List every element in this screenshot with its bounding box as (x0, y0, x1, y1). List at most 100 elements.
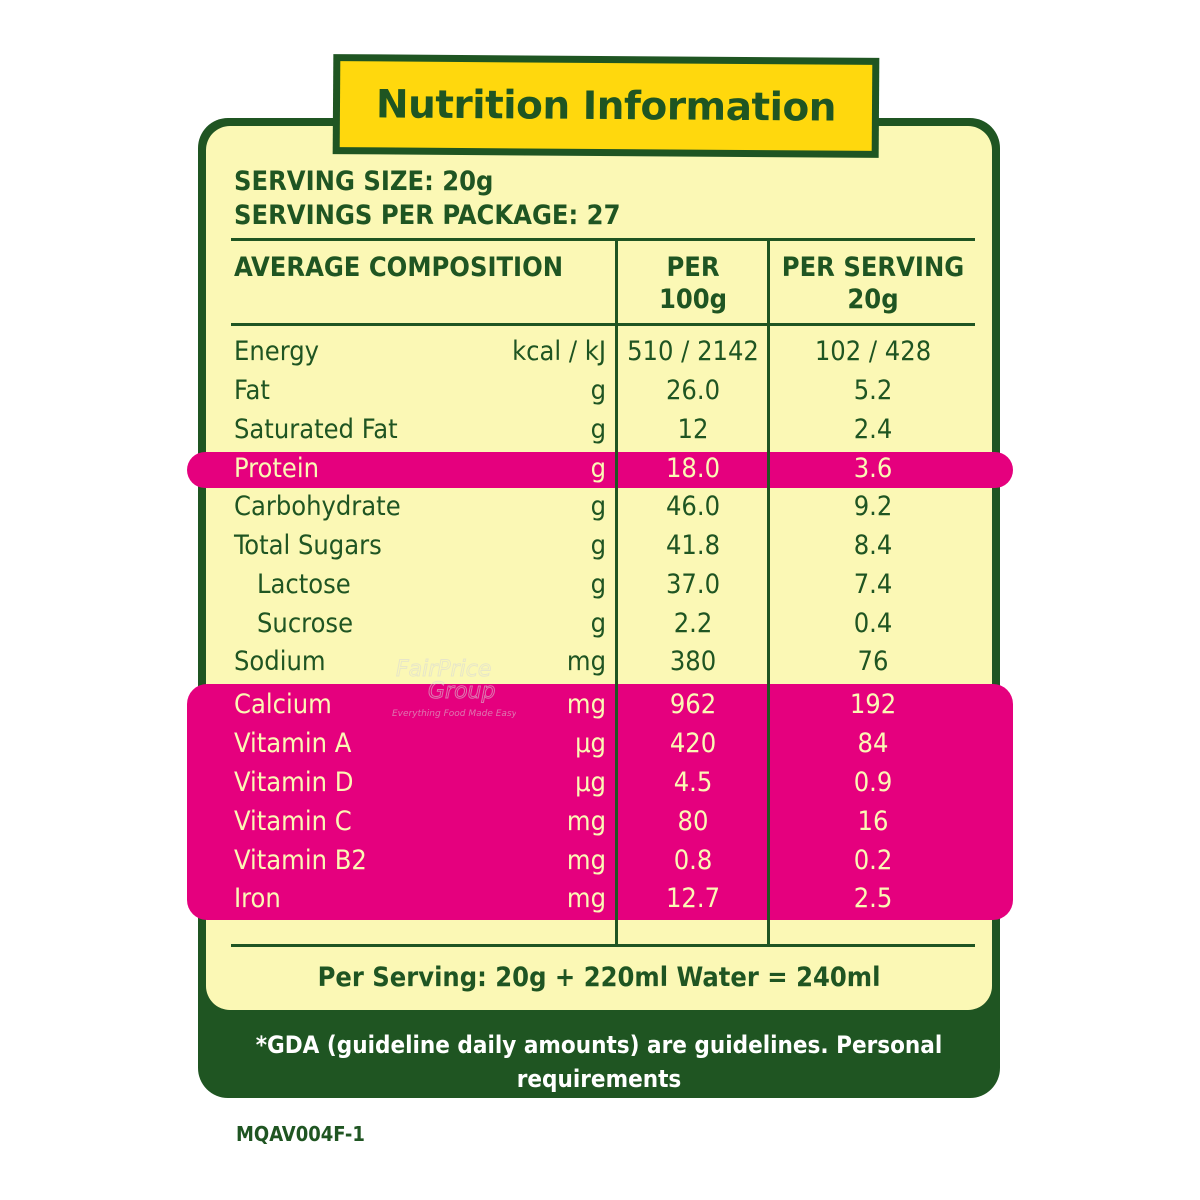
value-per-100g: 26.0 (665, 375, 721, 406)
row-vitamin-a: Vitamin A µg 420 84 (0, 728, 1200, 767)
value-per-100g: 37.0 (665, 569, 721, 600)
nutrient-name: Vitamin C (234, 806, 352, 837)
nutrient-unit: mg (566, 806, 606, 837)
row-carbohydrate: Carbohydrate g 46.0 9.2 (0, 491, 1200, 530)
value-per-serving: 76 (857, 646, 889, 677)
header-per-serving-line1: PER SERVING (781, 252, 965, 283)
nutrient-name: Saturated Fat (234, 414, 398, 445)
value-per-100g: 962 (669, 689, 717, 720)
nutrient-unit: g (590, 569, 606, 600)
nutrient-name: Sucrose (257, 608, 354, 639)
nutrient-unit: µg (575, 767, 606, 798)
value-per-100g: 80 (677, 806, 709, 837)
header-per-serving-line2: 20g (847, 284, 899, 315)
row-calcium: Calcium mg 962 192 (0, 689, 1200, 728)
row-total-sugars: Total Sugars g 41.8 8.4 (0, 530, 1200, 569)
watermark-line1: FairPrice (396, 657, 491, 682)
row-vitamin-c: Vitamin C mg 80 16 (0, 806, 1200, 845)
header-per-100g-line2: 100g (658, 284, 728, 315)
nutrient-name: Calcium (234, 689, 332, 720)
row-sodium: Sodium mg 380 76 (0, 646, 1200, 685)
table-bottom-rule (231, 944, 975, 947)
nutrient-name: Energy (234, 336, 319, 367)
value-per-100g: 12.7 (665, 883, 721, 914)
nutrient-name: Protein (234, 453, 320, 484)
page-title: Nutrition Information (375, 81, 837, 131)
value-per-serving: 84 (857, 728, 889, 759)
header-average-composition: AVERAGE COMPOSITION (234, 252, 564, 283)
nutrient-name: Carbohydrate (234, 491, 401, 522)
fairprice-watermark-logo: FairPrice Group Everything Food Made Eas… (392, 657, 516, 720)
value-per-100g: 41.8 (665, 530, 721, 561)
value-per-serving: 2.5 (853, 883, 893, 914)
nutrient-unit: mg (566, 646, 606, 677)
value-per-serving: 7.4 (853, 569, 893, 600)
value-per-100g: 510 / 2142 (627, 336, 759, 367)
gda-line-2: vary depending on age, gender, weight an… (245, 1099, 953, 1127)
row-protein: Protein g 18.0 3.6 (0, 453, 1200, 492)
title-banner: Nutrition Information (339, 61, 873, 151)
nutrient-unit: g (590, 414, 606, 445)
micronutrient-highlight (187, 684, 1013, 920)
product-code: MQAV004F-1 (236, 1122, 365, 1146)
value-per-100g: 12 (677, 414, 709, 445)
value-per-serving: 192 (849, 689, 897, 720)
nutrient-name: Sodium (234, 646, 326, 677)
column-divider-1 (615, 238, 618, 946)
table-top-rule (231, 238, 975, 241)
row-vitamin-b2: Vitamin B2 mg 0.8 0.2 (0, 845, 1200, 884)
value-per-100g: 380 (669, 646, 717, 677)
value-per-serving: 2.4 (853, 414, 893, 445)
value-per-serving: 102 / 428 (814, 336, 932, 367)
header-bottom-rule (231, 323, 975, 326)
protein-highlight (187, 452, 1013, 488)
nutrient-name: Fat (234, 375, 270, 406)
nutrient-name: Iron (234, 883, 281, 914)
nutrient-name: Vitamin A (234, 728, 352, 759)
value-per-serving: 0.2 (853, 845, 893, 876)
row-lactose: Lactose g 37.0 7.4 (0, 569, 1200, 608)
value-per-serving: 0.9 (853, 767, 893, 798)
row-fat: Fat g 26.0 5.2 (0, 375, 1200, 414)
nutrient-unit: mg (566, 845, 606, 876)
nutrient-name: Vitamin B2 (234, 845, 367, 876)
value-per-serving: 3.6 (853, 453, 893, 484)
watermark-tagline: Everything Food Made Easy (392, 709, 516, 719)
row-sucrose: Sucrose g 2.2 0.4 (0, 608, 1200, 647)
value-per-100g: 46.0 (665, 491, 721, 522)
nutrient-unit: g (590, 530, 606, 561)
nutrient-unit: µg (575, 728, 606, 759)
nutrient-name: Lactose (257, 569, 351, 600)
nutrient-name: Total Sugars (234, 530, 382, 561)
nutrient-unit: mg (566, 883, 606, 914)
gda-disclaimer: *GDA (guideline daily amounts) are guide… (206, 1028, 992, 1130)
watermark-line2: Group (428, 679, 495, 704)
nutrient-unit: kcal / kJ (512, 336, 606, 367)
header-per-100g-line1: PER (666, 252, 720, 283)
value-per-serving: 0.4 (853, 608, 893, 639)
serving-size: SERVING SIZE: 20g (234, 166, 494, 197)
value-per-100g: 18.0 (665, 453, 721, 484)
row-energy: Energy kcal / kJ 510 / 2142 102 / 428 (0, 336, 1200, 375)
nutrient-unit: g (590, 375, 606, 406)
column-divider-2 (767, 238, 770, 946)
value-per-100g: 0.8 (673, 845, 713, 876)
nutrient-unit: g (590, 453, 606, 484)
value-per-100g: 420 (669, 728, 717, 759)
preparation-note: Per Serving: 20g + 220ml Water = 240ml (317, 962, 881, 993)
servings-per-package: SERVINGS PER PACKAGE: 27 (234, 200, 621, 231)
row-vitamin-d: Vitamin D µg 4.5 0.9 (0, 767, 1200, 806)
value-per-serving: 9.2 (853, 491, 893, 522)
value-per-100g: 4.5 (673, 767, 713, 798)
value-per-100g: 2.2 (673, 608, 713, 639)
nutrient-unit: g (590, 608, 606, 639)
nutrient-unit: g (590, 491, 606, 522)
value-per-serving: 16 (857, 806, 889, 837)
row-saturated-fat: Saturated Fat g 12 2.4 (0, 414, 1200, 453)
nutrient-name: Vitamin D (234, 767, 354, 798)
gda-line-1: *GDA (guideline daily amounts) are guide… (255, 1031, 943, 1093)
value-per-serving: 5.2 (853, 375, 893, 406)
row-iron: Iron mg 12.7 2.5 (0, 883, 1200, 922)
nutrient-unit: mg (566, 689, 606, 720)
value-per-serving: 8.4 (853, 530, 893, 561)
